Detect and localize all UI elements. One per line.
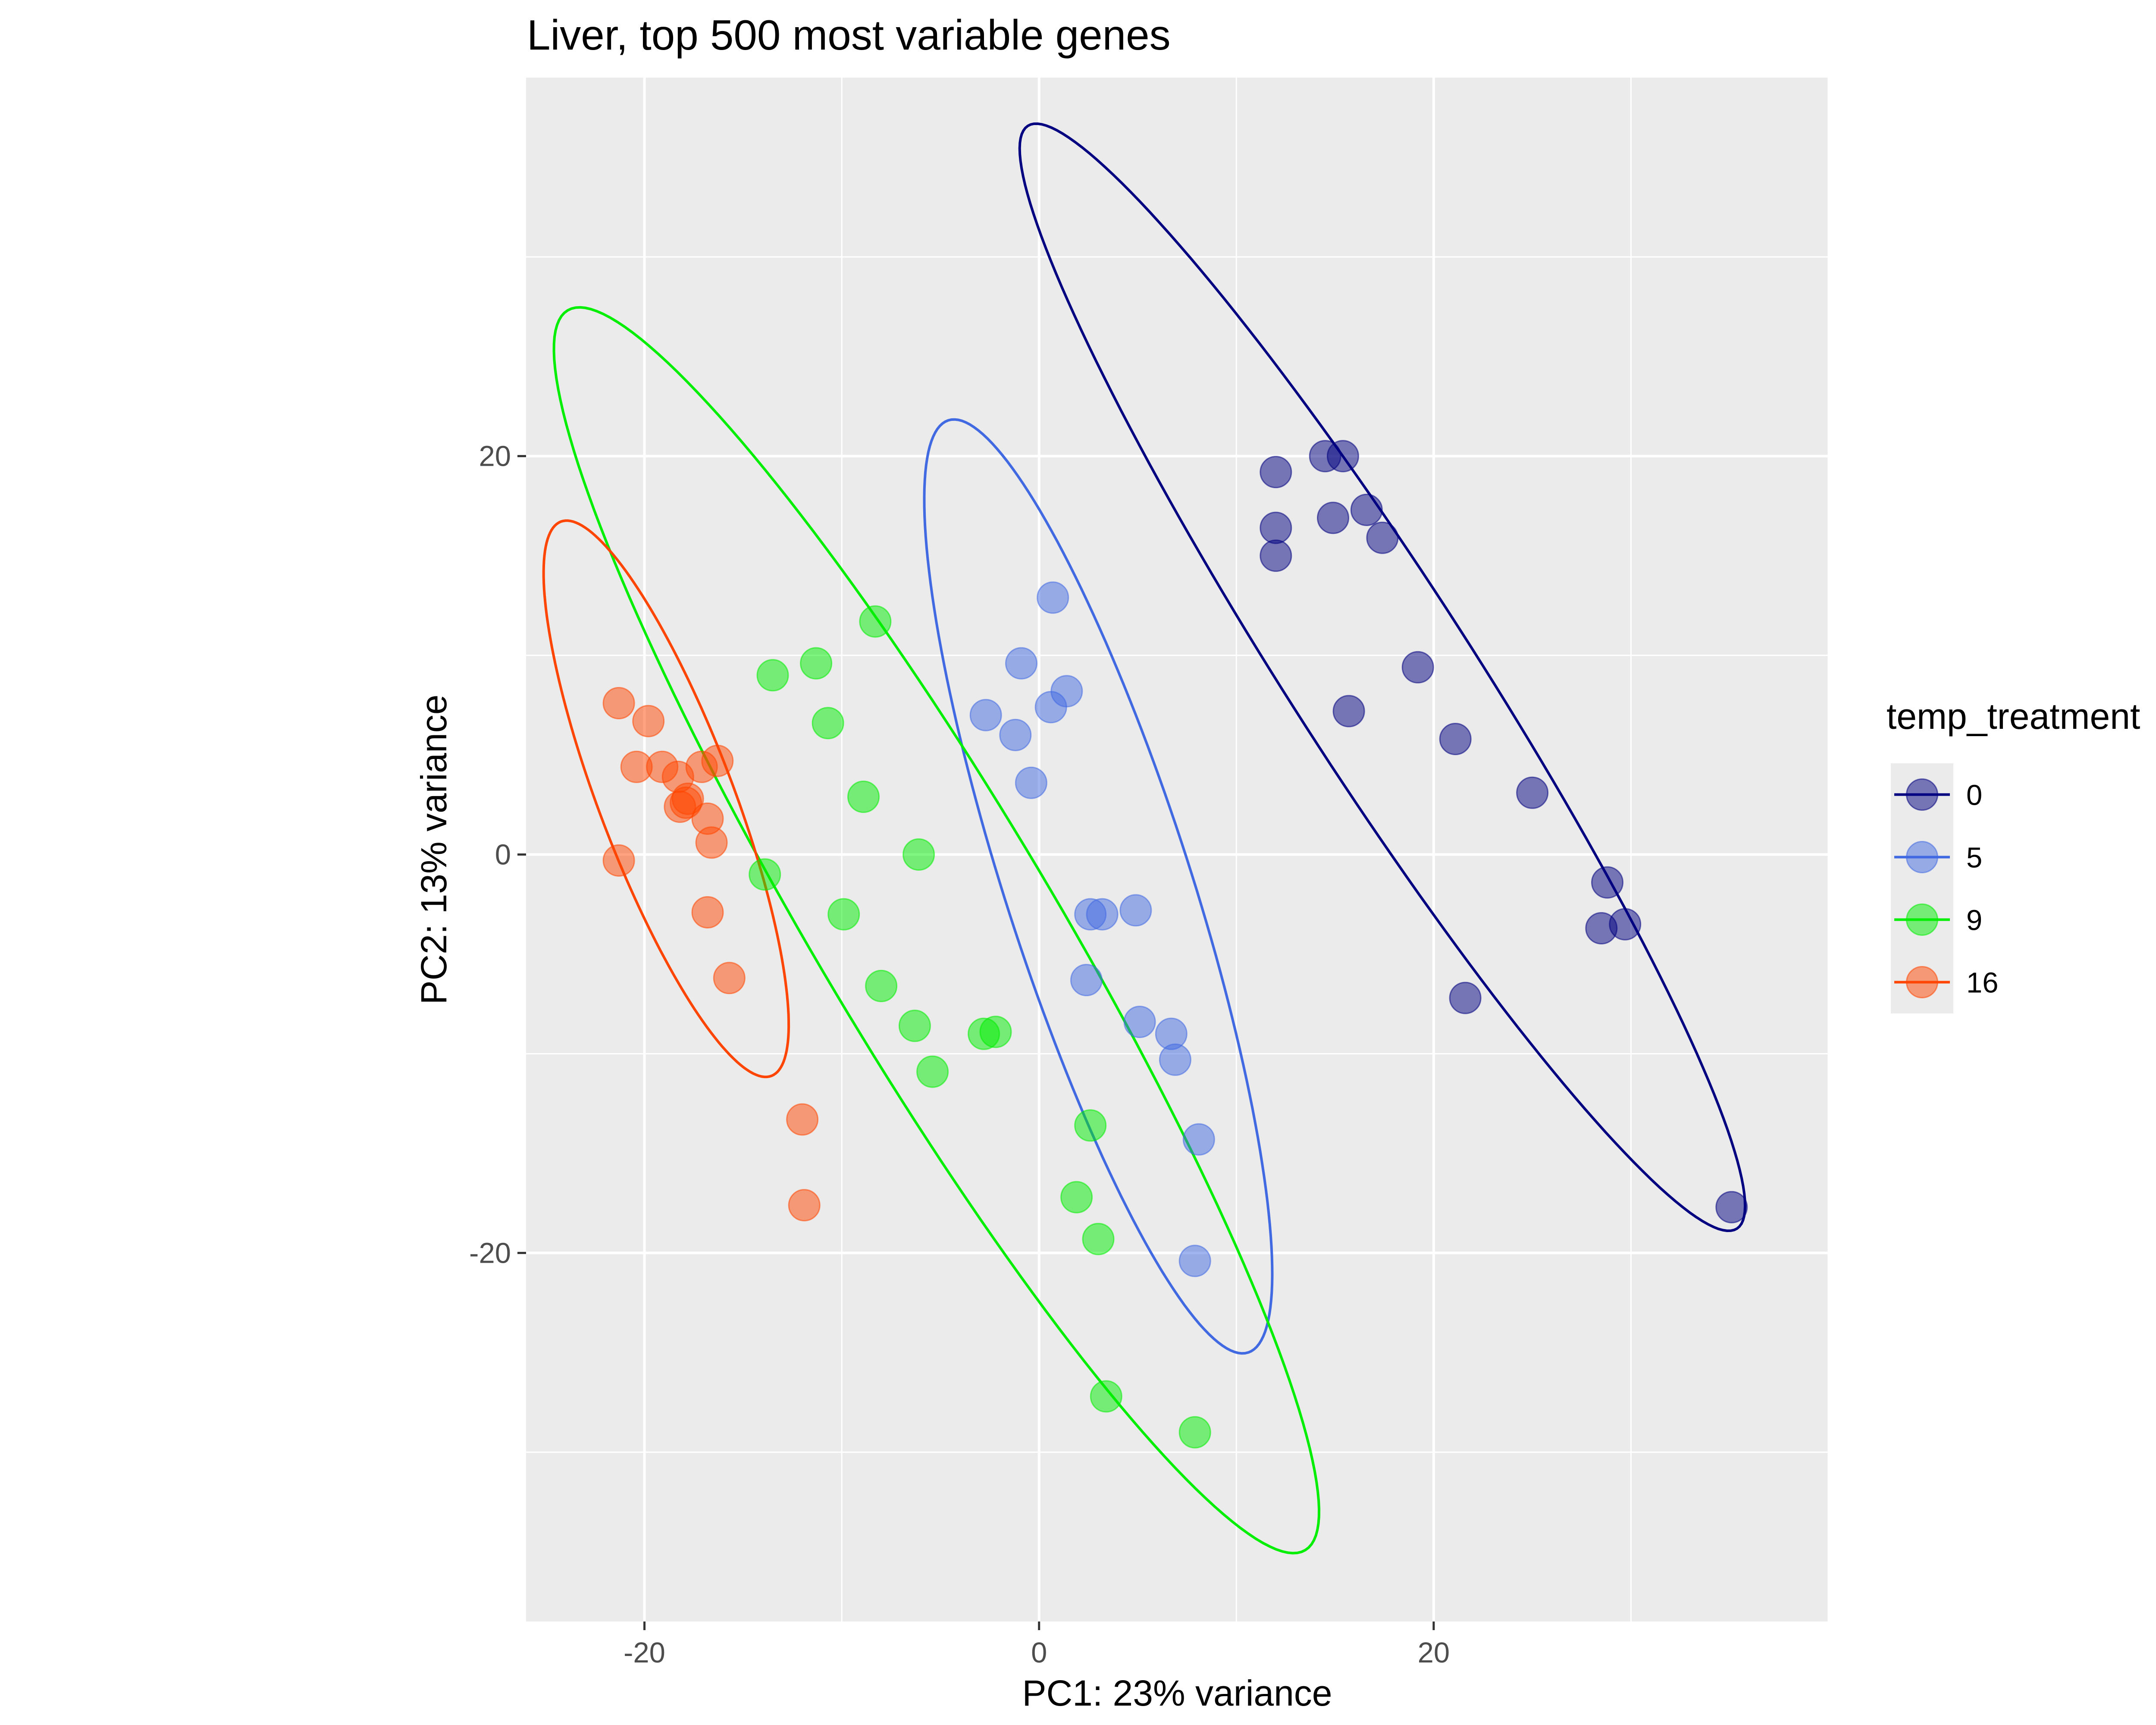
- point-group-0: [1516, 776, 1549, 809]
- point-group-9: [749, 858, 781, 891]
- point-group-9: [800, 647, 833, 680]
- x-axis-title: PC1: 23% variance: [1022, 1673, 1332, 1713]
- point-group-16: [695, 826, 728, 859]
- point-group-5: [1182, 1123, 1215, 1156]
- chart-title: Liver, top 500 most variable genes: [527, 11, 1171, 59]
- point-group-9: [1060, 1181, 1093, 1214]
- point-group-0: [1260, 539, 1292, 572]
- x-tick-label: -20: [624, 1637, 665, 1669]
- x-tick-label: 0: [1031, 1637, 1047, 1669]
- y-tick-label: 0: [495, 839, 511, 871]
- legend-title: temp_treatment: [1887, 696, 2140, 737]
- point-group-5: [1070, 964, 1103, 997]
- point-group-0: [1366, 521, 1399, 554]
- legend-key-point: [1906, 966, 1938, 998]
- point-group-16: [786, 1103, 819, 1136]
- confidence-ellipses: [542, 122, 1747, 1555]
- point-group-9: [1082, 1223, 1115, 1255]
- point-group-9: [859, 605, 892, 638]
- y-axis-title: PC2: 13% variance: [414, 694, 454, 1004]
- point-group-0: [1260, 511, 1292, 544]
- data-points: [602, 440, 1748, 1449]
- point-group-5: [1178, 1245, 1211, 1277]
- point-group-0: [1260, 456, 1292, 489]
- point-group-0: [1609, 908, 1642, 941]
- point-group-5: [1037, 581, 1069, 614]
- point-group-0: [1591, 866, 1623, 899]
- point-group-5: [1086, 898, 1119, 931]
- grid-major: [526, 78, 1828, 1622]
- point-group-5: [1005, 647, 1037, 680]
- point-group-16: [713, 962, 746, 994]
- point-group-16: [632, 705, 665, 737]
- point-group-16: [602, 844, 635, 877]
- point-group-9: [916, 1055, 949, 1088]
- point-group-16: [670, 786, 702, 819]
- point-group-9: [827, 898, 860, 931]
- legend-key-point: [1906, 903, 1938, 936]
- point-group-9: [756, 659, 789, 692]
- point-group-9: [898, 1010, 931, 1042]
- point-group-5: [1034, 691, 1067, 724]
- point-group-5: [1119, 894, 1152, 927]
- y-tick-label: 20: [479, 440, 511, 473]
- point-group-0: [1350, 493, 1383, 526]
- point-group-16: [701, 744, 734, 777]
- point-group-0: [1715, 1191, 1748, 1223]
- y-tick-label: -20: [469, 1237, 511, 1269]
- legend: temp_treatment 0 5 9 16: [1887, 696, 2140, 1013]
- ellipse-group-16: [542, 519, 790, 1079]
- point-group-9: [865, 969, 898, 1002]
- legend-label-5: 5: [1966, 842, 1982, 874]
- x-axis-ticks: -20 0 20: [624, 1622, 1450, 1669]
- x-tick-label: 20: [1418, 1637, 1450, 1669]
- legend-label-0: 0: [1966, 779, 1982, 812]
- point-group-5: [1015, 766, 1047, 799]
- point-group-16: [602, 687, 635, 719]
- point-group-9: [1178, 1416, 1211, 1449]
- point-group-0: [1317, 502, 1349, 534]
- legend-label-9: 9: [1966, 904, 1982, 937]
- point-group-9: [1090, 1380, 1122, 1413]
- point-group-5: [1123, 1006, 1156, 1038]
- point-group-9: [847, 781, 880, 813]
- point-group-0: [1439, 723, 1472, 756]
- point-group-9: [812, 707, 844, 740]
- point-group-9: [903, 838, 935, 871]
- legend-key-point: [1906, 841, 1938, 873]
- point-group-0: [1401, 651, 1434, 684]
- point-group-0: [1449, 982, 1482, 1014]
- point-group-9: [1074, 1109, 1107, 1142]
- legend-key-point: [1906, 778, 1938, 811]
- point-group-5: [1159, 1043, 1191, 1076]
- legend-items: 0 5 9 16: [1891, 763, 1999, 1013]
- point-group-9: [979, 1016, 1012, 1048]
- point-group-16: [788, 1189, 821, 1222]
- point-group-16: [691, 896, 724, 928]
- point-group-5: [999, 718, 1032, 751]
- ellipse-group-5: [923, 418, 1274, 1355]
- point-group-0: [1332, 695, 1365, 728]
- legend-label-16: 16: [1966, 967, 1999, 999]
- point-group-5: [969, 699, 1002, 731]
- plot-panel: [526, 78, 1828, 1622]
- point-group-0: [1326, 440, 1359, 473]
- y-axis-ticks: -20 0 20: [469, 440, 526, 1269]
- ellipse-group-9: [552, 306, 1321, 1555]
